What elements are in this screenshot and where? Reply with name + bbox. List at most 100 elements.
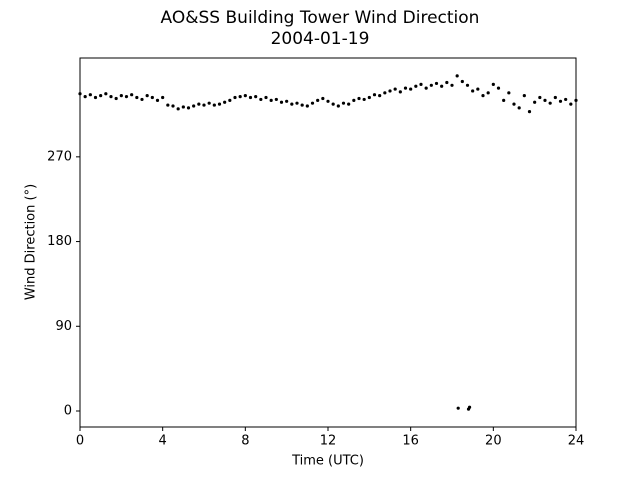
x-tick-label: 4 — [159, 434, 167, 449]
data-point — [481, 94, 485, 98]
data-point — [512, 102, 516, 106]
data-point — [254, 94, 258, 99]
data-point — [403, 86, 408, 90]
x-tick-label: 20 — [485, 434, 502, 449]
x-tick-label: 16 — [402, 434, 419, 449]
data-point — [155, 98, 160, 102]
data-point — [331, 102, 335, 106]
data-point — [119, 94, 123, 98]
data-point — [145, 94, 149, 98]
data-point — [372, 93, 377, 97]
data-point — [434, 81, 439, 86]
data-point — [171, 104, 175, 108]
x-tick-label: 12 — [320, 434, 337, 449]
data-point — [321, 96, 325, 101]
data-point — [533, 100, 537, 104]
chart-subtitle: 2004-01-19 — [271, 29, 370, 49]
data-point — [362, 97, 366, 102]
data-point — [295, 101, 299, 105]
data-point — [347, 102, 351, 106]
data-point — [455, 74, 459, 78]
data-point — [527, 110, 532, 114]
data-point — [491, 82, 495, 86]
data-point — [217, 102, 222, 106]
data-point — [440, 84, 444, 88]
plot-frame — [79, 57, 577, 428]
data-point — [460, 79, 464, 84]
data-point — [409, 87, 413, 91]
y-tick-label: 270 — [47, 149, 72, 164]
data-point — [326, 99, 330, 103]
data-point — [212, 103, 216, 107]
data-point — [378, 94, 382, 98]
y-axis-label: Wind Direction (°) — [24, 184, 39, 300]
data-point — [564, 97, 568, 102]
data-point — [186, 106, 191, 110]
x-tick-label: 24 — [568, 434, 585, 449]
data-point — [522, 94, 526, 98]
data-point — [238, 94, 242, 99]
data-point — [140, 97, 144, 102]
data-point — [419, 82, 423, 86]
data-point — [269, 98, 273, 102]
data-point — [88, 93, 92, 97]
data-point — [383, 91, 387, 95]
data-point — [357, 96, 361, 101]
y-tick-label: 180 — [47, 234, 72, 249]
data-point — [496, 86, 501, 90]
data-point — [445, 80, 449, 85]
data-point — [569, 102, 573, 106]
data-point — [471, 89, 475, 93]
data-point — [414, 84, 418, 88]
data-point — [264, 95, 268, 100]
data-point — [352, 98, 356, 102]
data-point — [502, 98, 506, 102]
data-point — [517, 106, 521, 110]
data-point — [109, 94, 113, 99]
x-tick-label: 0 — [76, 434, 84, 449]
data-point — [476, 87, 480, 91]
data-point — [367, 95, 371, 100]
data-point — [192, 104, 196, 108]
data-point — [114, 96, 118, 101]
data-point — [285, 99, 289, 103]
y-tick-label: 90 — [55, 319, 72, 334]
data-point — [300, 103, 304, 107]
data-point — [83, 94, 87, 99]
data-point — [124, 94, 129, 99]
data-point — [150, 95, 154, 100]
data-point — [450, 83, 454, 87]
data-point — [467, 405, 472, 409]
data-point — [202, 103, 206, 107]
data-point — [197, 102, 201, 106]
data-point — [166, 103, 170, 107]
data-point — [574, 98, 578, 102]
data-point — [424, 86, 428, 90]
data-point — [99, 94, 103, 98]
data-point — [507, 91, 511, 95]
data-point — [243, 94, 247, 98]
data-point — [316, 98, 320, 102]
x-tick-label: 8 — [241, 434, 249, 449]
x-axis-label: Time (UTC) — [291, 454, 364, 469]
data-point — [78, 92, 82, 96]
y-tick-label: 0 — [64, 403, 72, 418]
data-point — [456, 406, 460, 410]
data-point — [558, 99, 563, 103]
data-point — [393, 87, 397, 91]
data-point — [486, 91, 490, 95]
data-point — [181, 105, 185, 109]
data-point — [176, 107, 180, 111]
data-point — [553, 95, 557, 100]
data-point — [538, 95, 542, 100]
data-point — [465, 83, 470, 87]
data-point — [341, 101, 346, 105]
data-point — [93, 95, 98, 100]
data-point — [398, 90, 402, 94]
data-point — [543, 98, 547, 102]
data-point — [305, 104, 309, 108]
data-point — [130, 93, 134, 97]
data-point — [279, 100, 284, 104]
data-point — [207, 101, 211, 105]
